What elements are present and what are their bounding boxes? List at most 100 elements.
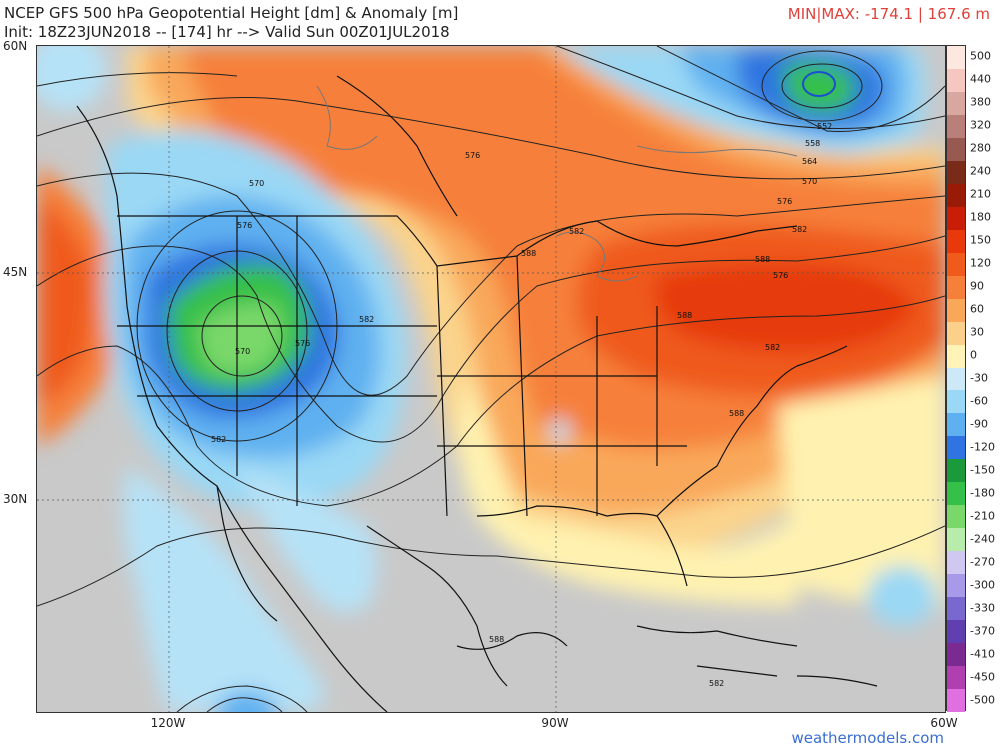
colorbar-tick-label: -150 (970, 463, 995, 477)
contour-label: 570 (235, 347, 250, 356)
contour-label: 576 (465, 151, 480, 160)
colorbar-segment (947, 137, 965, 162)
anomaly-fill-field (37, 46, 945, 712)
colorbar-segment (947, 68, 965, 93)
colorbar-segment (947, 114, 965, 139)
colorbar-segment (947, 160, 965, 185)
colorbar-tick-label: -60 (970, 394, 988, 408)
colorbar-segment (947, 413, 965, 437)
colorbar-segment (947, 666, 965, 690)
colorbar-segment (947, 551, 965, 575)
anomaly-map-svg: 552 558 564 570 576 582 588 570 576 582 … (37, 46, 945, 712)
lat-label-60n: 60N (3, 39, 28, 53)
colorbar-tick-label: 0 (970, 348, 977, 362)
colorbar-segment (947, 689, 965, 713)
contour-label: 588 (677, 311, 692, 320)
colorbar-segment (947, 459, 965, 483)
colorbar-segment (947, 643, 965, 667)
contour-label: 582 (765, 343, 780, 352)
contour-label: 564 (802, 157, 817, 166)
colorbar-segment (947, 298, 965, 323)
contour-label: 582 (569, 227, 584, 236)
contour-label: 552 (817, 122, 832, 131)
contour-label: 570 (249, 179, 264, 188)
colorbar-segment (947, 275, 965, 300)
lon-label-90w: 90W (541, 716, 569, 730)
colorbar-tick-label: 240 (970, 164, 991, 178)
min-max-readout: MIN|MAX: -174.1 | 167.6 m (787, 5, 990, 23)
contour-label: 582 (211, 435, 226, 444)
anomaly-colorbar (946, 45, 966, 713)
colorbar-tick-label: -370 (970, 624, 995, 638)
colorbar-tick-label: 150 (970, 233, 991, 247)
coastlines-borders (76, 75, 878, 712)
colorbar-tick-label: -500 (970, 693, 995, 707)
colorbar-tick-label: 90 (970, 279, 984, 293)
contour-label: 582 (709, 679, 724, 688)
colorbar-tick-label: 280 (970, 141, 991, 155)
colorbar-tick-label: -120 (970, 440, 995, 454)
weather-map: 552 558 564 570 576 582 588 570 576 582 … (36, 45, 946, 713)
contour-label: 588 (729, 409, 744, 418)
lon-label-60w: 60W (930, 716, 958, 730)
map-title-block: NCEP GFS 500 hPa Geopotential Height [dm… (4, 4, 458, 42)
colorbar-segment (947, 321, 965, 346)
colorbar-tick-label: 380 (970, 95, 991, 109)
colorbar-segment (947, 252, 965, 277)
contour-label: 558 (805, 139, 820, 148)
colorbar-tick-label: -410 (970, 647, 995, 661)
contour-label: 576 (295, 339, 310, 348)
contour-label: 570 (802, 177, 817, 186)
colorbar-tick-label: -90 (970, 417, 988, 431)
colorbar-segment (947, 620, 965, 644)
colorbar-tick-label: 60 (970, 302, 984, 316)
contour-label: 588 (521, 249, 536, 258)
contour-label: 576 (773, 271, 788, 280)
contour-label: 588 (489, 635, 504, 644)
map-title: NCEP GFS 500 hPa Geopotential Height [dm… (4, 4, 459, 22)
colorbar-segment (947, 344, 965, 368)
contour-label: 582 (792, 225, 807, 234)
contour-labels: 552 558 564 570 576 582 588 570 576 582 … (211, 122, 832, 688)
contour-label: 588 (755, 255, 770, 264)
lakes-islands (316, 85, 798, 282)
colorbar-tick-label: -300 (970, 578, 995, 592)
colorbar-tick-label: -30 (970, 371, 988, 385)
lat-label-45n: 45N (3, 265, 28, 279)
colorbar-tick-label: 320 (970, 118, 991, 132)
colorbar-segment (947, 505, 965, 529)
lon-label-120w: 120W (150, 716, 186, 730)
colorbar-segment (947, 436, 965, 460)
source-credit: weathermodels.com (791, 729, 944, 747)
colorbar-segment (947, 206, 965, 231)
colorbar-tick-label: -240 (970, 532, 995, 546)
contour-label: 576 (237, 221, 252, 230)
colorbar-tick-label: 500 (970, 49, 991, 63)
contour-label: 582 (359, 315, 374, 324)
colorbar-tick-label: -210 (970, 509, 995, 523)
colorbar-tick-label: 210 (970, 187, 991, 201)
low-center-contour (802, 71, 836, 97)
colorbar-segment (947, 183, 965, 208)
colorbar-segment (947, 482, 965, 506)
colorbar-segment (947, 46, 965, 70)
height-contours (37, 46, 945, 712)
colorbar-tick-label: -450 (970, 670, 995, 684)
colorbar-segment (947, 528, 965, 552)
colorbar-tick-label: 180 (970, 210, 991, 224)
colorbar-segment (947, 390, 965, 414)
colorbar-tick-label: 30 (970, 325, 984, 339)
colorbar-segment (947, 597, 965, 621)
colorbar-tick-label: -330 (970, 601, 995, 615)
colorbar-segment (947, 229, 965, 254)
colorbar-tick-label: -270 (970, 555, 995, 569)
colorbar-tick-label: 120 (970, 256, 991, 270)
lat-label-30n: 30N (3, 492, 28, 506)
colorbar-segment (947, 574, 965, 598)
colorbar-tick-label: 440 (970, 72, 991, 86)
graticule (37, 46, 945, 712)
colorbar-segment (947, 91, 965, 116)
init-valid-line: Init: 18Z23JUN2018 -- [174] hr --> Valid… (4, 23, 450, 41)
colorbar-segment (947, 367, 965, 391)
contour-label: 576 (777, 197, 792, 206)
